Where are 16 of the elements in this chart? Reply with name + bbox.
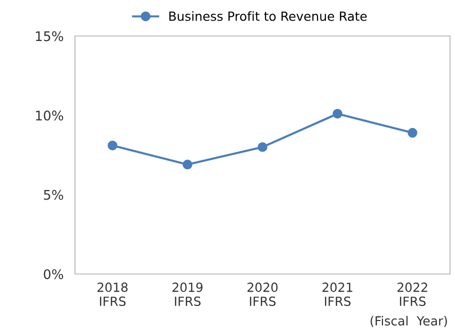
point [182, 160, 192, 170]
x-tick-label: 2020 IFRS [248, 282, 278, 306]
point [332, 108, 342, 119]
y-tick-label: 5% [44, 190, 64, 200]
x-tick-label: 2019 IFRS [172, 282, 203, 306]
x-axis-title: (Fiscal Year) [370, 316, 447, 328]
point [258, 142, 268, 152]
point [108, 140, 118, 150]
x-tick-label: 2018 IFRS [98, 282, 128, 306]
point [408, 128, 418, 138]
y-tick-label: 15% [36, 31, 64, 42]
y-tick-label: 10% [36, 110, 64, 121]
legend-label: Business Profit to Revenue Rate [169, 11, 367, 21]
y-tick-label: 0% [44, 269, 64, 280]
x-tick-label: 2021 IFRS [322, 282, 352, 306]
x-tick-label: 2022 IFRS [398, 282, 428, 306]
